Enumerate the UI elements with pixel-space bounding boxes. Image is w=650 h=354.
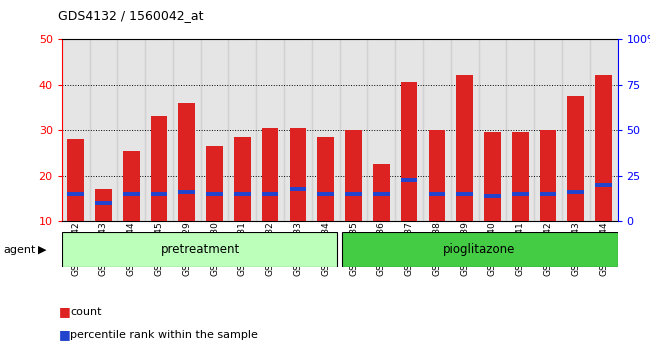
Bar <box>373 164 389 221</box>
Bar <box>540 130 556 221</box>
Bar <box>506 39 534 221</box>
Text: ▶: ▶ <box>38 245 46 255</box>
Bar <box>512 192 528 196</box>
Bar <box>201 39 229 221</box>
Bar <box>206 192 223 196</box>
Bar <box>567 96 584 221</box>
Bar <box>343 232 618 267</box>
Bar <box>401 178 417 182</box>
Text: GDS4132 / 1560042_at: GDS4132 / 1560042_at <box>58 9 204 22</box>
Bar <box>401 82 417 221</box>
Bar <box>484 132 500 221</box>
Bar <box>312 39 340 221</box>
Bar <box>590 39 618 221</box>
Bar <box>484 194 500 198</box>
Bar <box>595 183 612 187</box>
Bar <box>123 192 140 196</box>
Bar <box>62 232 337 267</box>
Bar <box>90 39 117 221</box>
Bar <box>345 192 362 196</box>
Bar <box>68 139 84 221</box>
Bar <box>423 39 451 221</box>
Bar <box>451 39 478 221</box>
Bar <box>262 128 278 221</box>
Bar <box>339 39 367 221</box>
Bar <box>117 39 145 221</box>
Bar <box>229 39 256 221</box>
Bar <box>234 137 251 221</box>
Bar <box>284 39 312 221</box>
Bar <box>256 39 284 221</box>
Bar <box>290 128 306 221</box>
Bar <box>262 192 278 196</box>
Text: count: count <box>70 307 101 316</box>
Text: agent: agent <box>3 245 36 255</box>
Bar <box>95 189 112 221</box>
Text: ■: ■ <box>58 328 70 341</box>
Bar <box>68 192 84 196</box>
Bar <box>395 39 423 221</box>
Bar <box>456 75 473 221</box>
Bar <box>234 192 251 196</box>
Bar <box>173 39 201 221</box>
Bar <box>428 130 445 221</box>
Bar <box>179 190 195 194</box>
Bar <box>540 192 556 196</box>
Bar <box>456 192 473 196</box>
Bar <box>317 192 334 196</box>
Bar <box>512 132 528 221</box>
Bar <box>567 190 584 194</box>
Text: percentile rank within the sample: percentile rank within the sample <box>70 330 258 339</box>
Bar <box>179 103 195 221</box>
Bar <box>62 39 90 221</box>
Bar <box>478 39 506 221</box>
Bar <box>317 137 334 221</box>
Bar <box>595 75 612 221</box>
Bar <box>345 130 362 221</box>
Bar <box>562 39 590 221</box>
Bar <box>206 146 223 221</box>
Text: pretreatment: pretreatment <box>161 243 240 256</box>
Bar <box>123 150 140 221</box>
Bar <box>151 192 167 196</box>
Bar <box>534 39 562 221</box>
Bar <box>151 116 167 221</box>
Bar <box>95 201 112 205</box>
Text: ■: ■ <box>58 305 70 318</box>
Bar <box>367 39 395 221</box>
Text: pioglitazone: pioglitazone <box>443 243 515 256</box>
Bar <box>373 192 389 196</box>
Bar <box>290 187 306 192</box>
Bar <box>428 192 445 196</box>
Bar <box>145 39 173 221</box>
